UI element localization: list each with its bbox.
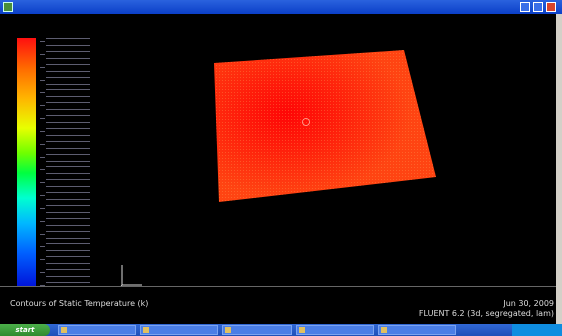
colormap-tick — [40, 38, 90, 46]
colormap-tick — [40, 230, 90, 239]
minimize-button[interactable] — [520, 2, 530, 12]
colormap-tick — [40, 50, 90, 59]
colormap-legend-labels — [40, 38, 96, 290]
colormap-tick — [40, 127, 90, 136]
plot-info-panel: Contours of Static Temperature (k) Jun 3… — [0, 286, 556, 325]
plot-caption: Contours of Static Temperature (k) — [10, 299, 149, 308]
taskbar: start — [0, 324, 562, 336]
maximize-button[interactable] — [533, 2, 543, 12]
solver-info: FLUENT 6.2 (3d, segregated, lam) — [418, 309, 554, 318]
colormap-tick — [40, 140, 90, 149]
colormap-tick — [40, 217, 90, 226]
colormap-tick — [40, 243, 90, 252]
system-tray-clock — [512, 324, 562, 336]
colormap-tick — [40, 256, 90, 265]
taskbar-item[interactable] — [378, 325, 456, 335]
temperature-surface — [214, 50, 436, 202]
colormap-tick — [40, 102, 90, 111]
vertical-scrollbar[interactable] — [556, 14, 562, 324]
taskbar-item[interactable] — [296, 325, 374, 335]
colormap-tick — [40, 179, 90, 188]
graphics-viewport[interactable] — [0, 14, 556, 293]
center-marker — [302, 118, 310, 126]
colormap-tick — [40, 89, 90, 98]
colormap-tick — [40, 166, 90, 175]
colormap-tick — [40, 76, 90, 85]
colormap-tick — [40, 115, 90, 124]
fluent-app-icon — [3, 2, 13, 12]
taskbar-item[interactable] — [140, 325, 218, 335]
start-button[interactable]: start — [0, 324, 50, 336]
colormap-tick — [40, 192, 90, 201]
plot-date: Jun 30, 2009 — [503, 299, 554, 308]
window-title-bar — [0, 0, 562, 14]
close-button[interactable] — [546, 2, 556, 12]
colormap-tick — [40, 63, 90, 72]
colormap-tick — [40, 269, 90, 278]
taskbar-item[interactable] — [222, 325, 292, 335]
colormap-tick — [40, 204, 90, 213]
contour-dither — [214, 50, 436, 202]
colormap-legend-bar — [17, 38, 36, 288]
colormap-tick — [40, 153, 90, 162]
taskbar-item[interactable] — [58, 325, 136, 335]
